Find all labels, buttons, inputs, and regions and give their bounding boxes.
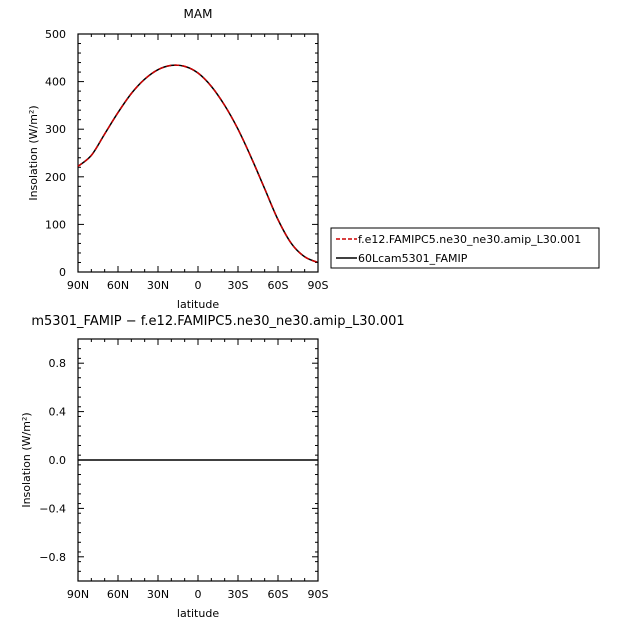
legend-label-2: 60Lcam5301_FAMIP: [358, 252, 468, 265]
top-xtick-label: 90N: [67, 279, 89, 292]
top-ytick-label: 0: [59, 266, 66, 279]
bottom-xtick-label: 60S: [268, 588, 289, 601]
bottom-ytick-label: −0.8: [39, 551, 66, 564]
bottom-xtick-label: 0: [195, 588, 202, 601]
top-series-line-1: [77, 64, 319, 264]
bottom-ytick-label: 0.0: [49, 454, 67, 467]
top-xtick-label: 30S: [228, 279, 249, 292]
bottom-ytick-label: 0.4: [49, 406, 67, 419]
bottom-ytick-label: −0.4: [39, 502, 66, 515]
top-panel-series: [77, 64, 319, 264]
bottom-panel-xlabel: latitude: [177, 607, 219, 620]
bottom-xtick-label: 60N: [107, 588, 129, 601]
top-series-line-2: [77, 64, 319, 264]
top-panel-ylabel: Insolation (W/m²): [27, 105, 40, 200]
top-panel-title: MAM: [184, 7, 213, 21]
top-panel-ticks: 90N 60N 30N 0 30S 60S 90S 0 100 200 300 400 500: [45, 28, 329, 292]
top-ytick-label: 100: [45, 218, 66, 231]
top-panel-frame: [77, 33, 319, 273]
legend-label-1: f.e12.FAMIPC5.ne30_ne30.amip_L30.001: [358, 233, 581, 246]
top-panel: MAM 90N 60N 30N 0 30S 60S 90S0100200300400500 …: [27, 7, 329, 311]
bottom-panel-title: m5301_FAMIP − f.e12.FAMIPC5.ne30_ne30.am…: [31, 314, 404, 329]
bottom-xtick-label: 90S: [308, 588, 329, 601]
top-ytick-label: 400: [45, 76, 66, 89]
bottom-ytick-label: 0.8: [49, 357, 67, 370]
top-ytick-label: 500: [45, 28, 66, 41]
top-xtick-label: 0: [195, 279, 202, 292]
bottom-xtick-label: 30N: [147, 588, 169, 601]
bottom-panel-ylabel: Insolation (W/m²): [20, 412, 33, 507]
top-ytick-label: 200: [45, 171, 66, 184]
bottom-xtick-label: 90N: [67, 588, 89, 601]
top-panel-xlabel: latitude: [177, 298, 219, 311]
top-xtick-label: 90S: [308, 279, 329, 292]
bottom-panel: m5301_FAMIP − f.e12.FAMIPC5.ne30_ne30.am…: [20, 314, 405, 620]
top-xtick-label: 60N: [107, 279, 129, 292]
bottom-panel-ticks: 90N 60N 30N 0 30S 60S 90S 0.8 0.4 0.0 −0.4 −0.8: [39, 338, 329, 601]
top-ytick-label: 300: [45, 123, 66, 136]
bottom-xtick-label: 30S: [228, 588, 249, 601]
legend-box: [330, 227, 600, 269]
top-xtick-label: 30N: [147, 279, 169, 292]
top-xtick-label: 60S: [268, 279, 289, 292]
legend: f.e12.FAMIPC5.ne30_ne30.amip_L30.001 60L…: [330, 227, 600, 269]
